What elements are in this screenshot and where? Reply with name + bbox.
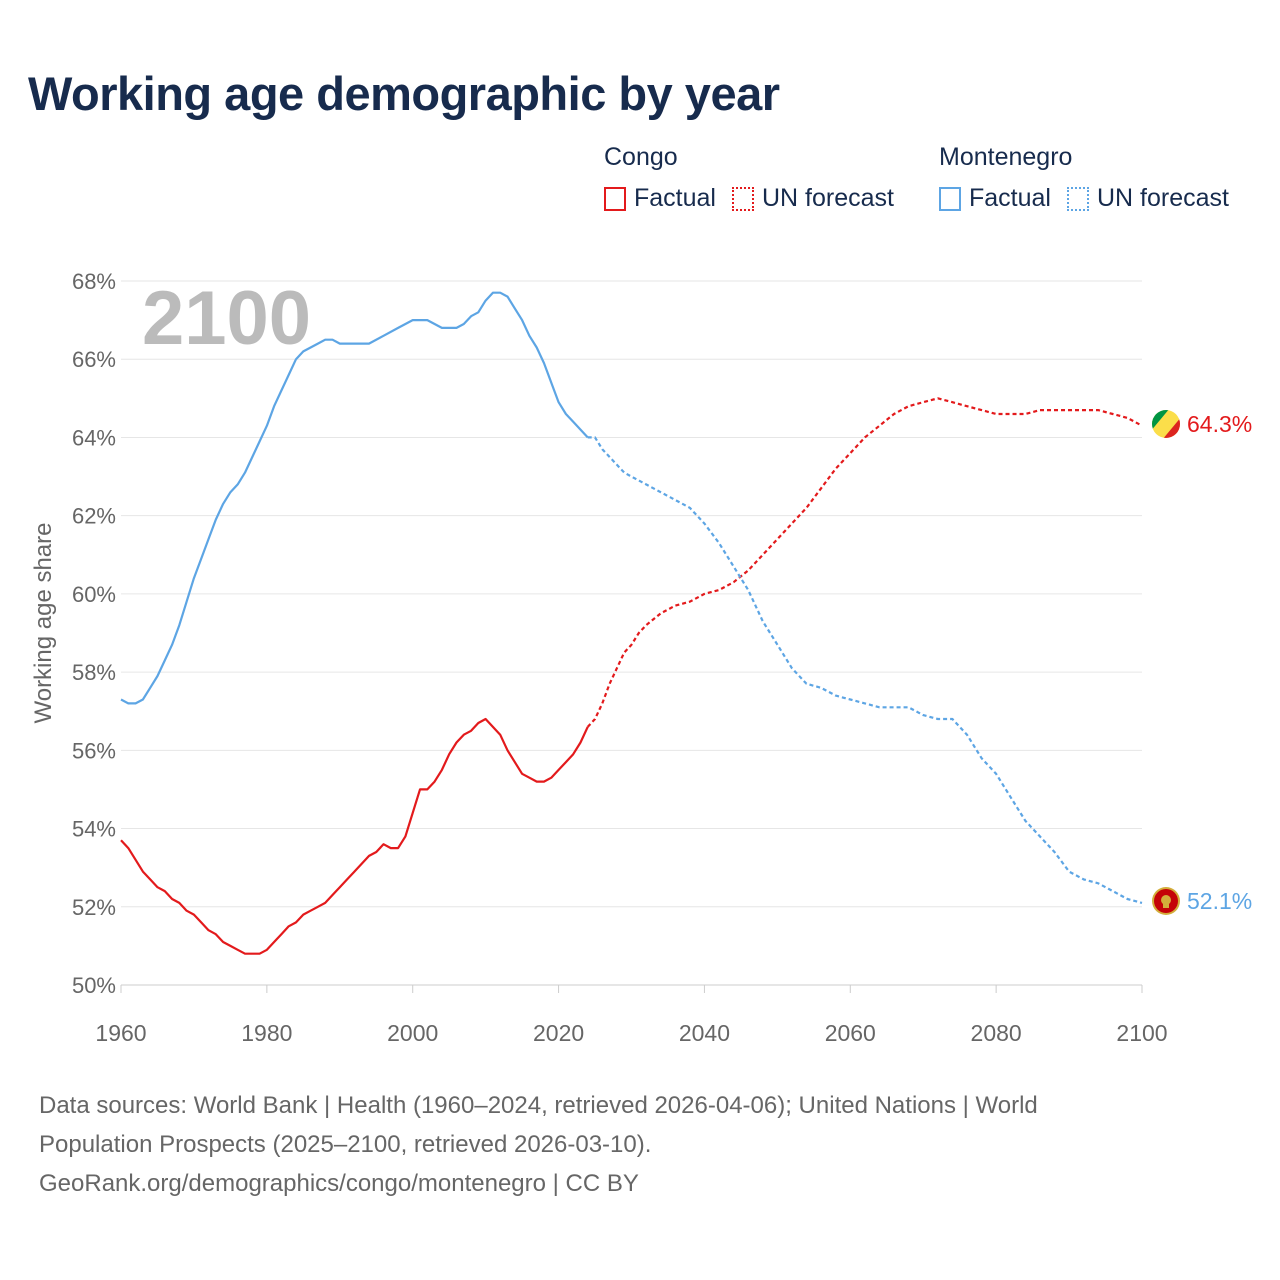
y-tick-label: 68% (72, 269, 116, 294)
series-line-congo-factual[interactable] (120, 717, 589, 955)
x-tick-label: 1980 (241, 1020, 292, 1046)
y-axis-ticks: 50% 52% 54% 56% 58% 60% 62% 64% 66% 68% (72, 269, 116, 998)
footer-line: Population Prospects (2025–2100, retriev… (39, 1131, 652, 1158)
footer-line: Data sources: World Bank | Health (1960–… (39, 1092, 1038, 1119)
legend-swatch-solid (939, 186, 961, 211)
legend-congo-forecast[interactable]: UN forecast (731, 184, 894, 213)
y-tick-label: 50% (72, 973, 116, 998)
x-tick-label: 2060 (825, 1020, 876, 1046)
legend-montenegro-factual[interactable]: Factual (939, 184, 1051, 213)
chart-title: Working age demographic by year (28, 67, 780, 120)
legend-label: Factual (634, 184, 716, 212)
x-tick-label: 2100 (1116, 1020, 1167, 1046)
series-line-congo-forecast[interactable] (586, 397, 1143, 728)
x-tick-label: 2040 (679, 1020, 730, 1046)
gridlines (121, 280, 1142, 986)
series-line-montenegro-forecast[interactable] (587, 436, 1143, 904)
y-axis-label: Working age share (30, 523, 57, 724)
line-chart: 50% 52% 54% 56% 58% 60% 62% 64% 66% 68% 1960 1980 2… (30, 269, 1252, 1046)
end-label-congo: 64.3% (1187, 411, 1252, 437)
legend-group-congo: Congo Factual UN forecast (604, 143, 910, 213)
series-line-montenegro-factual[interactable] (120, 291, 589, 705)
year-overlay: 2100 (142, 276, 311, 361)
y-tick-label: 52% (72, 895, 116, 920)
x-axis-ticks: 1960 1980 2000 2020 2040 2060 2080 2100 (95, 985, 1168, 1046)
x-tick-label: 2020 (533, 1020, 584, 1046)
end-label-montenegro: 52.1% (1187, 888, 1252, 914)
legend-congo-factual[interactable]: Factual (604, 184, 716, 213)
legend-group-name: Montenegro (939, 143, 1073, 171)
x-tick-label: 2000 (387, 1020, 438, 1046)
legend-swatch-dotted (1066, 186, 1089, 211)
x-tick-label: 2080 (971, 1020, 1022, 1046)
y-tick-label: 60% (72, 582, 116, 607)
legend-label: UN forecast (1096, 184, 1229, 212)
legend-group-montenegro: Montenegro Factual UN forecast (939, 143, 1245, 213)
y-tick-label: 54% (72, 817, 116, 842)
y-tick-label: 64% (72, 425, 116, 450)
y-tick-label: 66% (72, 347, 116, 372)
legend-montenegro-forecast[interactable]: UN forecast (1066, 184, 1229, 213)
legend-label: UN forecast (761, 184, 894, 212)
legend-swatch-dotted (731, 186, 754, 211)
montenegro-flag-icon (1152, 887, 1180, 915)
legend-label: Factual (969, 184, 1051, 212)
legend-group-name: Congo (604, 143, 678, 171)
footer-line: GeoRank.org/demographics/congo/montenegr… (39, 1170, 639, 1197)
y-tick-label: 58% (72, 660, 116, 685)
y-tick-label: 62% (72, 504, 116, 529)
x-tick-label: 1960 (95, 1020, 146, 1046)
congo-flag-icon (1152, 410, 1180, 438)
y-tick-label: 56% (72, 738, 116, 763)
legend-swatch-solid (604, 186, 626, 211)
footer-sources: Data sources: World Bank | Health (1960–… (39, 1086, 1239, 1203)
